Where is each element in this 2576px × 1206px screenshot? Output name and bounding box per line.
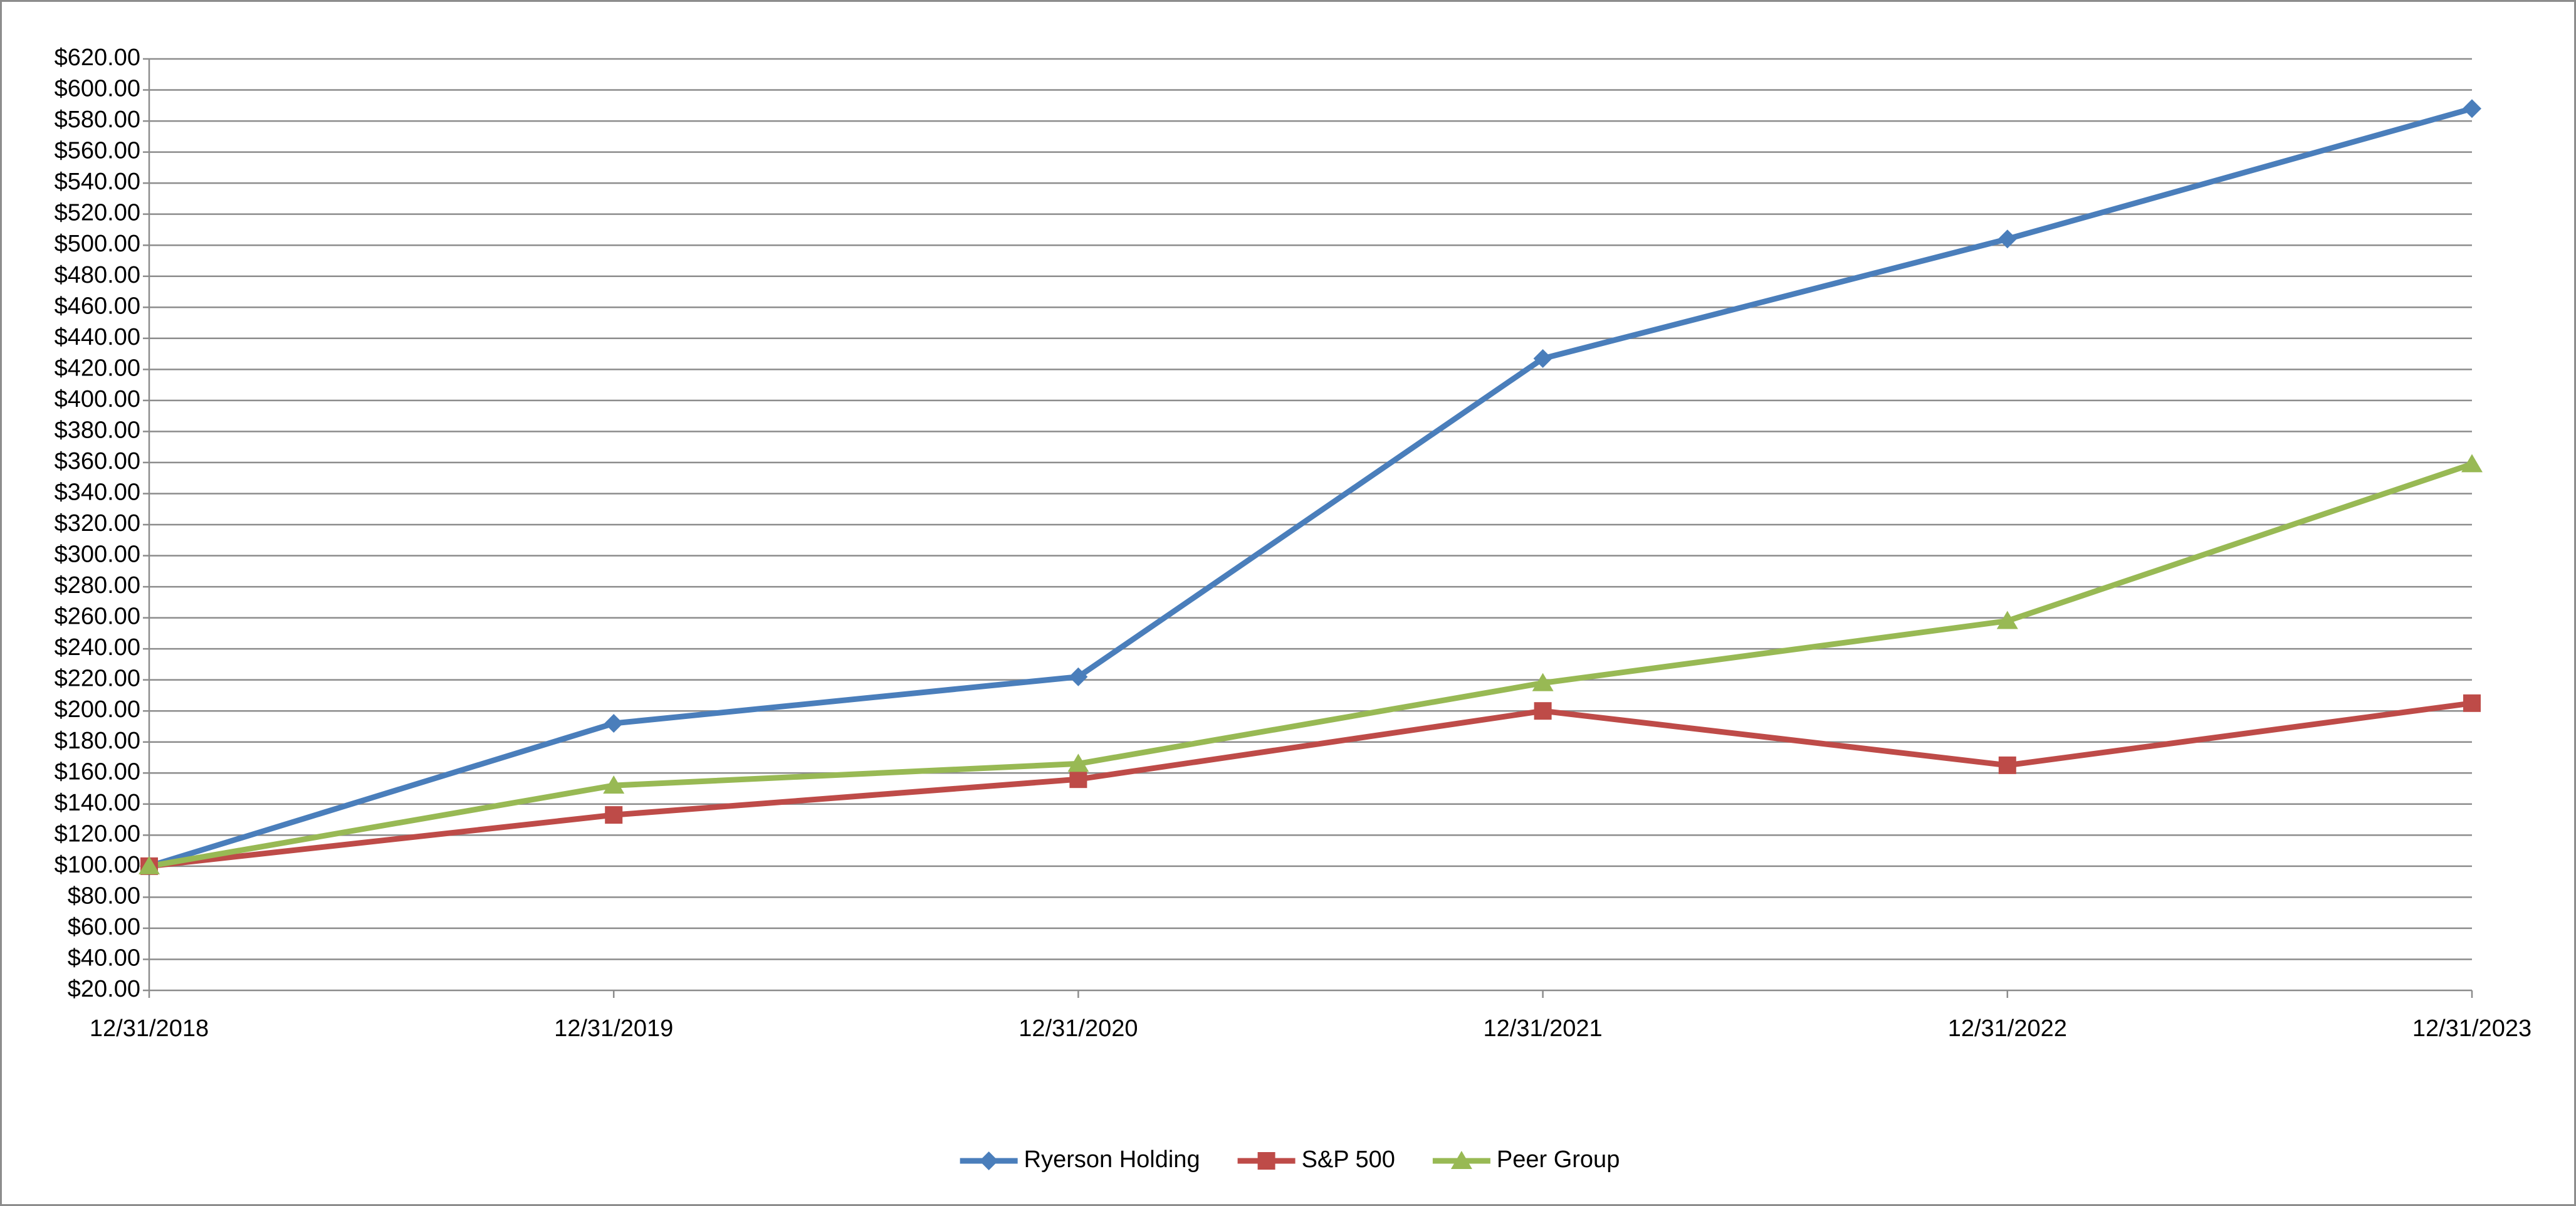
y-tick-label: $20.00 [68,976,140,1002]
y-tick-label: $180.00 [55,728,140,754]
data-point [605,806,623,824]
legend-label: S&P 500 [1302,1146,1395,1173]
y-tick-label: $380.00 [55,417,140,443]
y-tick-label: $200.00 [55,696,140,723]
data-point [1997,229,2017,249]
x-tick-label: 12/31/2018 [90,1015,209,1042]
y-tick-label: $40.00 [68,945,140,971]
y-tick-label: $440.00 [55,324,140,350]
y-tick-label: $260.00 [55,604,140,630]
y-tick-label: $80.00 [68,883,140,909]
data-point [139,856,160,874]
x-tick-label: 12/31/2022 [1948,1015,2067,1042]
data-point [603,775,625,794]
data-point [2463,694,2481,712]
data-point [1069,667,1088,686]
y-tick-label: $280.00 [55,572,140,599]
legend-marker [1450,1151,1472,1169]
y-tick-label: $320.00 [55,510,140,537]
y-tick-label: $220.00 [55,666,140,692]
y-tick-label: $120.00 [55,821,140,847]
data-point [1996,611,2018,629]
y-tick-label: $400.00 [55,386,140,412]
data-point [1069,770,1087,789]
x-tick-label: 12/31/2019 [554,1015,673,1042]
data-point [1998,756,2016,774]
data-point [2463,99,2481,118]
y-tick-label: $240.00 [55,634,140,661]
legend-marker [979,1151,998,1170]
data-point [1534,702,1552,720]
y-tick-label: $560.00 [55,138,140,164]
y-tick-label: $460.00 [55,293,140,319]
x-tick-label: 12/31/2020 [1018,1015,1138,1042]
data-point [1067,753,1089,772]
y-tick-label: $600.00 [55,76,140,102]
series-line [149,461,2473,869]
y-tick-label: $160.00 [55,758,140,785]
data-point [1532,673,1554,691]
data-point [1533,349,1552,368]
data-point [604,714,624,733]
y-tick-label: $300.00 [55,542,140,568]
x-tick-label: 12/31/2023 [2412,1015,2531,1042]
legend-label: Ryerson Holding [1024,1146,1200,1173]
data-point [2461,454,2483,473]
legend-label: Peer Group [1497,1146,1620,1173]
y-tick-label: $60.00 [68,914,140,940]
y-tick-label: $340.00 [55,479,140,505]
y-tick-label: $540.00 [55,169,140,195]
x-tick-label: 12/31/2021 [1484,1015,1603,1042]
y-tick-label: $520.00 [55,200,140,226]
y-tick-label: $500.00 [55,231,140,257]
y-tick-label: $420.00 [55,355,140,381]
y-tick-label: $480.00 [55,262,140,288]
y-tick-label: $100.00 [55,852,140,878]
y-tick-label: $140.00 [55,790,140,816]
y-tick-label: $580.00 [55,107,140,133]
y-tick-label: $620.00 [55,45,140,71]
y-tick-label: $360.00 [55,448,140,475]
legend-marker [1257,1152,1275,1170]
series-line [149,700,2473,869]
series-line [148,105,2473,869]
